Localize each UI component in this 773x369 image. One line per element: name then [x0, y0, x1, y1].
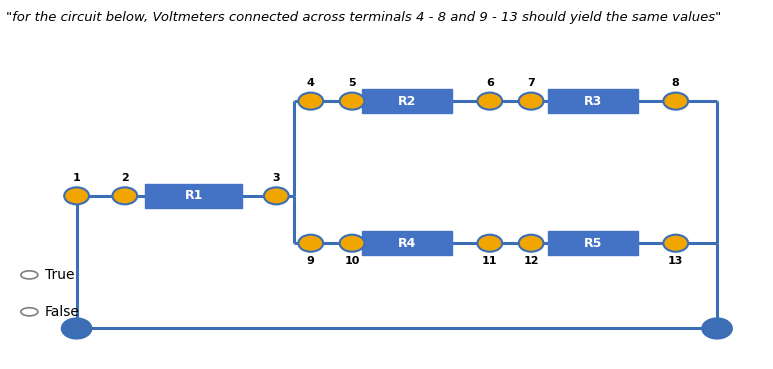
FancyBboxPatch shape [363, 89, 452, 113]
Text: R5: R5 [584, 237, 602, 250]
FancyBboxPatch shape [548, 231, 638, 255]
Circle shape [339, 93, 364, 110]
Circle shape [519, 93, 543, 110]
Text: 7: 7 [527, 78, 535, 88]
Circle shape [298, 235, 323, 252]
Circle shape [478, 93, 502, 110]
Circle shape [61, 318, 92, 339]
Text: R1: R1 [185, 189, 203, 202]
Text: 4: 4 [307, 78, 315, 88]
Circle shape [663, 93, 688, 110]
Text: 1: 1 [73, 173, 80, 183]
Text: R4: R4 [398, 237, 417, 250]
Text: 6: 6 [486, 78, 494, 88]
Circle shape [663, 235, 688, 252]
Text: "for the circuit below, Voltmeters connected across terminals 4 - 8 and 9 - 13 s: "for the circuit below, Voltmeters conne… [6, 11, 721, 24]
Text: 12: 12 [523, 256, 539, 266]
Circle shape [702, 318, 732, 339]
Text: 10: 10 [345, 256, 359, 266]
Circle shape [339, 235, 364, 252]
Text: False: False [45, 305, 80, 319]
Text: 8: 8 [672, 78, 679, 88]
Text: 11: 11 [482, 256, 498, 266]
Text: 9: 9 [307, 256, 315, 266]
FancyBboxPatch shape [548, 89, 638, 113]
Circle shape [478, 235, 502, 252]
Circle shape [112, 187, 137, 204]
Circle shape [519, 235, 543, 252]
FancyBboxPatch shape [145, 184, 242, 208]
Text: R2: R2 [398, 94, 417, 108]
Text: R3: R3 [584, 94, 602, 108]
Circle shape [64, 187, 89, 204]
Text: True: True [45, 268, 74, 282]
Text: 2: 2 [121, 173, 128, 183]
Circle shape [264, 187, 288, 204]
Circle shape [298, 93, 323, 110]
Text: 3: 3 [273, 173, 280, 183]
Text: 5: 5 [349, 78, 356, 88]
Text: 13: 13 [668, 256, 683, 266]
FancyBboxPatch shape [363, 231, 452, 255]
